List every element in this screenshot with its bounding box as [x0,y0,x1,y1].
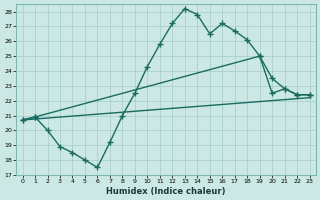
X-axis label: Humidex (Indice chaleur): Humidex (Indice chaleur) [106,187,226,196]
